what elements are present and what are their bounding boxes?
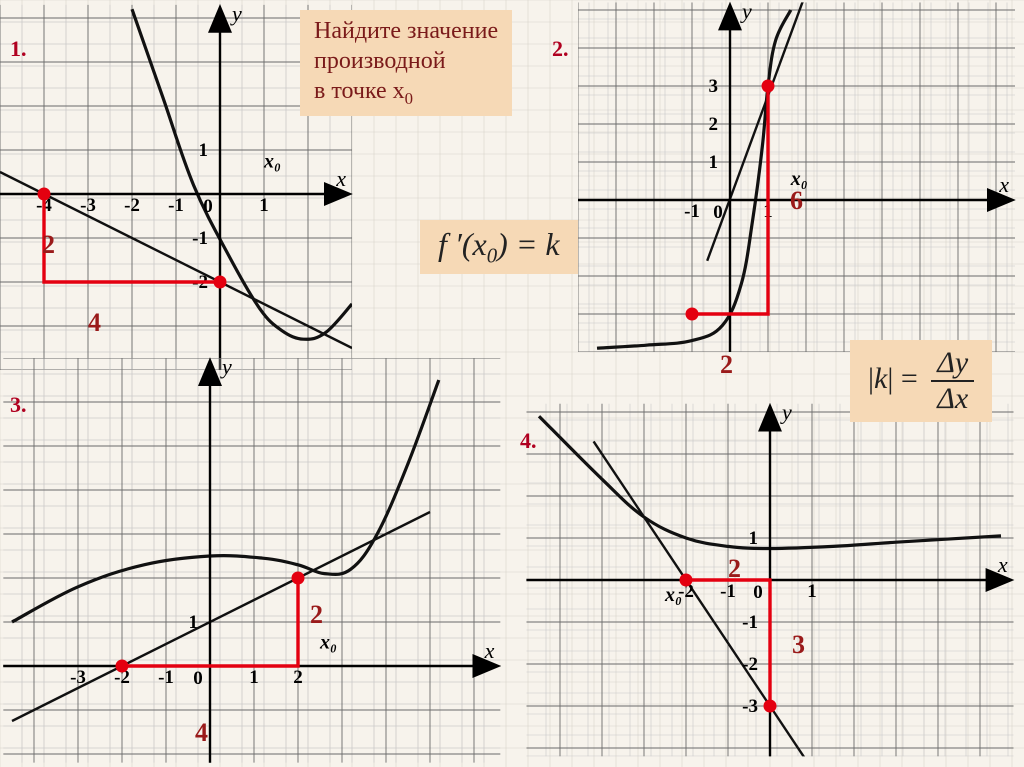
x0-symbol: x0 — [393, 78, 413, 104]
triangle-label: 4 — [88, 308, 101, 338]
svg-text:-3: -3 — [742, 696, 758, 717]
svg-text:y: y — [220, 354, 232, 379]
svg-text:1: 1 — [199, 140, 209, 161]
svg-text:-2: -2 — [742, 654, 758, 675]
svg-text:0: 0 — [203, 196, 213, 217]
svg-text:1: 1 — [709, 152, 719, 173]
svg-text:-1: -1 — [192, 228, 208, 249]
panel-label-1: 1. — [10, 36, 27, 62]
svg-text:x: x — [335, 166, 346, 191]
svg-text:x: x — [484, 638, 495, 663]
svg-text:3: 3 — [709, 76, 719, 97]
svg-text:-2: -2 — [124, 195, 140, 216]
stage: -4-3-2-11-2-110xyx₀-111230xyx₀-3-2-11210… — [0, 0, 1024, 767]
svg-text:x: x — [997, 552, 1008, 577]
svg-text:1: 1 — [807, 581, 817, 602]
svg-text:-1: -1 — [742, 612, 758, 633]
svg-text:x₀: x₀ — [263, 151, 281, 173]
panel-label-3: 3. — [10, 392, 27, 418]
svg-text:0: 0 — [193, 668, 203, 689]
panel-4: -2-11-3-2-110xyx₀ — [526, 400, 1013, 767]
svg-text:1: 1 — [189, 612, 199, 633]
svg-text:1: 1 — [259, 195, 269, 216]
triangle-label: 2 — [728, 554, 741, 584]
svg-text:1: 1 — [249, 667, 259, 688]
triangle-label: 3 — [792, 630, 805, 660]
formula-fprime: f ′(x0) = k — [420, 220, 578, 274]
svg-text:x: x — [998, 172, 1009, 197]
svg-text:2: 2 — [709, 114, 719, 135]
panel-3: -3-2-11210xyx₀ — [3, 354, 500, 763]
svg-text:1: 1 — [749, 528, 759, 549]
triangle-label: 2 — [42, 230, 55, 260]
svg-text:-1: -1 — [720, 581, 736, 602]
triangle-label: 2 — [310, 600, 323, 630]
triangle-label: 4 — [195, 718, 208, 748]
svg-text:-1: -1 — [168, 195, 184, 216]
svg-text:y: y — [740, 0, 752, 23]
formula-abs-k: |k| = ΔyΔx — [850, 340, 992, 422]
svg-text:y: y — [230, 1, 242, 26]
svg-text:-1: -1 — [684, 201, 700, 222]
svg-text:y: y — [780, 400, 792, 425]
svg-text:0: 0 — [753, 582, 763, 603]
svg-text:x₀: x₀ — [664, 584, 682, 606]
panel-label-4: 4. — [520, 428, 537, 454]
panel-label-2: 2. — [552, 36, 569, 62]
svg-text:-3: -3 — [70, 667, 86, 688]
triangle-label: 6 — [790, 186, 803, 216]
svg-text:-1: -1 — [158, 667, 174, 688]
svg-text:-3: -3 — [80, 195, 96, 216]
triangle-label: 2 — [720, 350, 733, 380]
svg-text:x₀: x₀ — [319, 631, 337, 653]
svg-text:0: 0 — [713, 202, 723, 223]
title-box: Найдите значениепроизводнойв точке x0 — [300, 10, 512, 116]
svg-text:2: 2 — [293, 667, 303, 688]
